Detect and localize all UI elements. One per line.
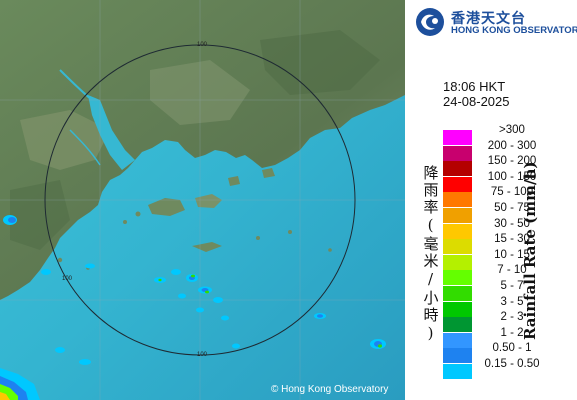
legend-swatch [443, 286, 472, 301]
legend-swatch [443, 332, 472, 348]
legend-swatch [443, 176, 472, 192]
legend-swatch [443, 301, 472, 317]
legend-label: 10 - 15 [494, 248, 530, 261]
legend-label: 1 - 2 [500, 326, 524, 339]
legend-swatch [443, 364, 472, 379]
legend-label: 7 - 10 [497, 264, 527, 277]
island [228, 176, 240, 186]
legend-label: 2 - 3 [500, 311, 524, 324]
legend-swatch [443, 192, 472, 208]
hong-kong-island [195, 194, 222, 208]
legend-label: 3 - 5 [500, 295, 524, 308]
legend-label: 5 - 7 [500, 280, 524, 292]
grid-lines [0, 0, 405, 400]
island [192, 242, 222, 252]
river [59, 69, 93, 101]
legend-title-english: Rainfall Rate (mm/h) [521, 161, 539, 340]
hko-emblem-icon [415, 7, 445, 37]
legend-swatch [443, 317, 472, 333]
land-texture [20, 110, 110, 170]
legend-label: >300 [499, 124, 525, 136]
river [69, 129, 101, 166]
legend-swatch [443, 270, 472, 286]
copyright-notice: © Hong Kong Observatory [271, 384, 389, 395]
legend-label: 100 - 150 [487, 170, 537, 183]
observation-date: 24-08-2025 [443, 94, 510, 109]
range-ring-label: 100 [62, 276, 73, 282]
legend-swatch [443, 161, 472, 177]
offshore-islets [57, 211, 332, 270]
org-name-chinese: 香港天文台 [451, 11, 526, 27]
legend-label: 15 - 30 [494, 233, 530, 246]
range-ring-label: 100 [197, 352, 208, 358]
legend-label: 75 - 100 [490, 186, 534, 199]
land-texture [10, 180, 70, 250]
legend-swatch [443, 223, 472, 239]
legend-swatch [443, 254, 472, 270]
land-texture [260, 30, 380, 95]
legend-swatch [443, 239, 472, 255]
legend-swatch [443, 208, 472, 223]
island [262, 168, 275, 178]
legend-label: 0.15 - 0.50 [484, 358, 540, 370]
legend-swatch [443, 130, 472, 145]
info-panel: 香港天文台 HONG KONG OBSERVATORY 18:06 HKT 24… [405, 0, 577, 400]
legend-label: 30 - 50 [494, 217, 530, 230]
range-ring-label: 100 [197, 42, 208, 48]
legend-swatch [443, 348, 472, 364]
legend-label: 150 - 200 [487, 155, 537, 168]
radar-map: 100 100 100 © Hong Kong Observatory [0, 0, 405, 400]
lantau-island [148, 198, 185, 216]
rain-echoes [0, 215, 386, 400]
radar-map-canvas [0, 0, 405, 400]
legend-title-chinese: 降雨率(毫米/小時) [421, 164, 440, 344]
org-name-english: HONG KONG OBSERVATORY [451, 25, 577, 36]
legend-swatch [443, 145, 472, 161]
legend-label: 200 - 300 [487, 139, 537, 152]
legend-label: 0.50 - 1 [492, 342, 532, 355]
observation-time: 18:06 HKT [443, 79, 506, 94]
range-ring [44, 44, 356, 356]
legend-label: 50 - 75 [494, 202, 530, 214]
